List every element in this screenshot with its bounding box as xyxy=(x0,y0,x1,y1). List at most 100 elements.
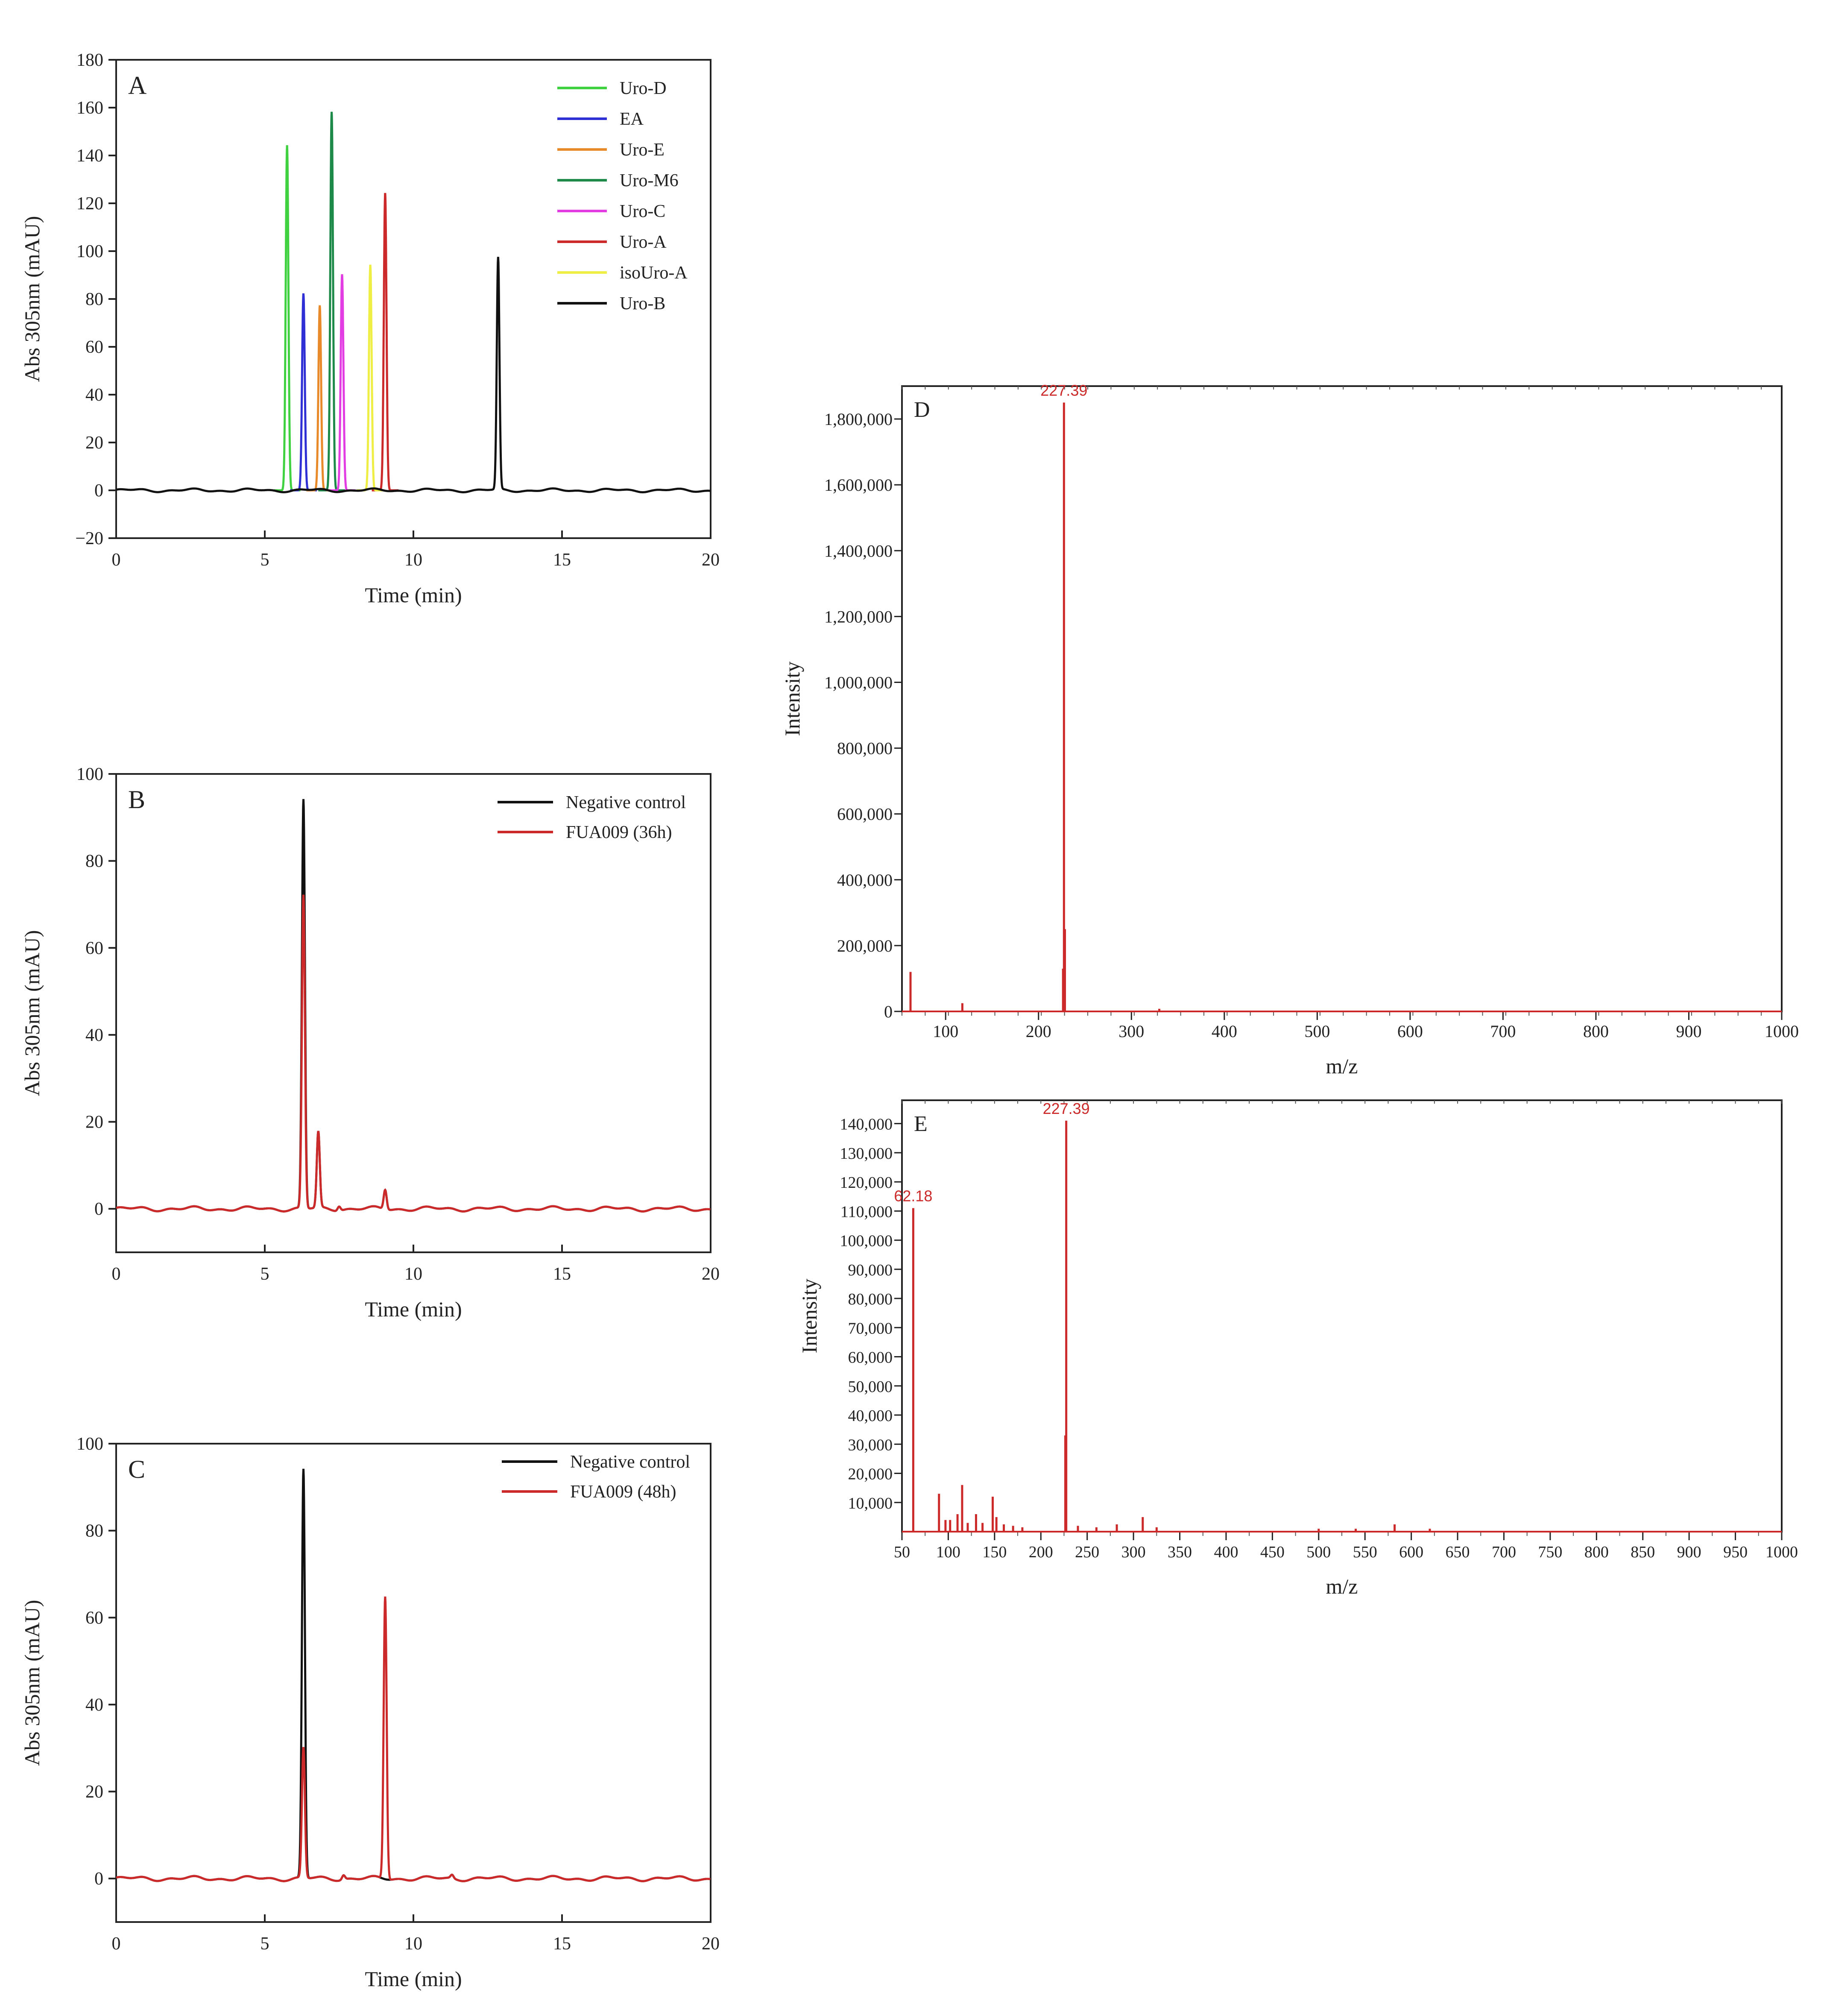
panel-label: A xyxy=(128,71,146,100)
series-line-fua009-36h- xyxy=(116,894,711,1213)
y-tick-label: 0 xyxy=(94,1199,103,1219)
x-tick-label: 900 xyxy=(1677,1543,1701,1561)
legend-entry: Uro-B xyxy=(620,294,665,314)
legend-entry: Uro-C xyxy=(620,202,665,221)
legend-entry: Negative control xyxy=(566,793,686,812)
y-tick-label: 20 xyxy=(85,433,103,453)
series-line-negative-control xyxy=(116,799,711,1213)
y-tick-label: 80 xyxy=(85,852,103,871)
x-tick-label: 600 xyxy=(1399,1543,1423,1561)
y-tick-label: 1,800,000 xyxy=(824,410,893,429)
y-tick-label: 90,000 xyxy=(848,1261,893,1279)
y-tick-label: 180 xyxy=(76,50,103,70)
y-tick-label: 50,000 xyxy=(848,1378,893,1396)
y-tick-label: 80 xyxy=(85,1521,103,1541)
y-axis-label: Intensity xyxy=(797,1279,821,1354)
panel-a-chromatogram-standards: 0 5 10 15 20 −20 0 20 40 60 80 100 120 140 160 180 Time … xyxy=(20,50,720,607)
y-tick-label: 80 xyxy=(85,290,103,309)
y-tick-label: −20 xyxy=(75,529,103,548)
peak-label: 227.39 xyxy=(1043,1100,1090,1117)
x-tick-label: 450 xyxy=(1260,1543,1285,1561)
y-tick-label: 0 xyxy=(94,481,103,501)
x-tick-label: 0 xyxy=(112,550,121,570)
panel-d-mass-spectrum: 100 200 300 400 500 600 700 800 900 1000 0 200,000 4… xyxy=(780,382,1799,1078)
x-tick-label: 850 xyxy=(1631,1543,1655,1561)
x-tick-label: 550 xyxy=(1353,1543,1377,1561)
panel-b-chromatogram-36h: 0 5 10 15 20 0 20 40 60 80 100 Time (min) Abs 305nm … xyxy=(20,765,720,1321)
y-tick-label: 40 xyxy=(85,1695,103,1715)
x-tick-label: 400 xyxy=(1214,1543,1238,1561)
x-axis-label: m/z xyxy=(1326,1054,1358,1078)
legend-entry: Negative control xyxy=(570,1452,690,1472)
panel-label: D xyxy=(914,398,930,422)
y-tick-label: 1,400,000 xyxy=(824,541,893,560)
y-tick-label: 40,000 xyxy=(848,1407,893,1425)
x-axis-label: Time (min) xyxy=(365,583,462,607)
x-tick-label: 300 xyxy=(1118,1022,1144,1041)
legend-entry: isoUro-A xyxy=(620,263,688,283)
y-tick-label: 800,000 xyxy=(837,739,893,758)
panel-c-chromatogram-48h: 0 5 10 15 20 0 20 40 60 80 100 Time (min) Abs 305nm … xyxy=(20,1434,720,1991)
series-line-isouro-a xyxy=(357,264,384,492)
y-tick-label: 70,000 xyxy=(848,1319,893,1337)
x-tick-label: 0 xyxy=(112,1934,121,1954)
x-tick-label: 20 xyxy=(702,550,720,570)
x-tick-label: 50 xyxy=(894,1543,910,1561)
x-tick-label: 400 xyxy=(1212,1022,1237,1041)
panel-label: C xyxy=(128,1455,145,1483)
x-tick-label: 150 xyxy=(982,1543,1007,1561)
x-tick-label: 350 xyxy=(1168,1543,1192,1561)
legend-entry: Uro-D xyxy=(620,79,667,98)
legend: Uro-D EA Uro-E Uro-M6 Uro-C Uro-A isoUro-A Uro-… xyxy=(557,79,688,314)
y-axis-label: Intensity xyxy=(780,662,804,736)
legend-entry: EA xyxy=(620,109,644,129)
x-tick-label: 300 xyxy=(1121,1543,1146,1561)
y-tick-label: 60 xyxy=(85,1608,103,1628)
series-line-fua009-48h- xyxy=(116,1596,711,1882)
peak-label: 227.39 xyxy=(1040,382,1087,399)
peak-label: 62.18 xyxy=(894,1187,932,1205)
x-tick-label: 200 xyxy=(1029,1543,1053,1561)
y-tick-label: 100 xyxy=(76,765,103,784)
legend: Negative control FUA009 (36h) xyxy=(498,793,686,842)
x-axis-label: Time (min) xyxy=(365,1967,462,1991)
y-tick-label: 20,000 xyxy=(848,1465,893,1483)
x-tick-label: 900 xyxy=(1676,1022,1701,1041)
y-tick-label: 0 xyxy=(884,1002,893,1021)
y-tick-label: 120 xyxy=(76,194,103,214)
x-tick-label: 800 xyxy=(1583,1022,1609,1041)
y-tick-label: 140 xyxy=(76,146,103,166)
legend-entry: FUA009 (36h) xyxy=(566,823,672,842)
y-axis-label: Abs 305nm (mAU) xyxy=(20,930,44,1096)
y-tick-label: 1,000,000 xyxy=(824,673,893,692)
x-tick-label: 100 xyxy=(936,1543,960,1561)
panel-label: B xyxy=(128,785,145,814)
x-tick-label: 10 xyxy=(404,1934,422,1954)
y-tick-label: 110,000 xyxy=(840,1203,893,1221)
series-line-uro-d xyxy=(273,145,301,492)
x-tick-label: 950 xyxy=(1723,1543,1748,1561)
series-line-uro-m6 xyxy=(318,111,345,492)
x-tick-label: 100 xyxy=(933,1022,958,1041)
x-tick-label: 700 xyxy=(1490,1022,1516,1041)
y-tick-label: 100,000 xyxy=(840,1232,893,1250)
x-tick-label: 1000 xyxy=(1765,1543,1798,1561)
x-tick-label: 0 xyxy=(112,1264,121,1284)
y-tick-label: 40 xyxy=(85,385,103,405)
x-tick-label: 20 xyxy=(702,1264,720,1284)
legend-entry: Uro-M6 xyxy=(620,171,679,190)
plot-frame xyxy=(901,385,1783,1012)
y-tick-label: 140,000 xyxy=(840,1116,893,1134)
legend-entry: Uro-A xyxy=(620,232,667,252)
y-tick-label: 20 xyxy=(85,1782,103,1802)
x-tick-label: 600 xyxy=(1397,1022,1423,1041)
y-tick-label: 200,000 xyxy=(837,936,893,955)
x-tick-label: 20 xyxy=(702,1934,720,1954)
x-tick-label: 5 xyxy=(261,1264,269,1284)
y-tick-label: 30,000 xyxy=(848,1436,893,1454)
series-line-negative-control xyxy=(116,1468,711,1882)
y-tick-label: 600,000 xyxy=(837,805,893,824)
y-tick-label: 40 xyxy=(85,1026,103,1045)
y-tick-label: 130,000 xyxy=(840,1145,893,1163)
